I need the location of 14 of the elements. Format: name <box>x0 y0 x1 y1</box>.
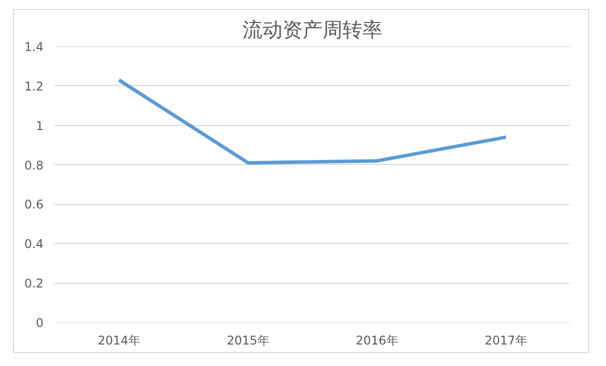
x-tick-label: 2015年 <box>226 334 270 348</box>
y-tick-label: 0.8 <box>24 158 44 172</box>
x-tick-label: 2016年 <box>356 334 398 348</box>
y-tick-label: 1.2 <box>24 79 44 94</box>
x-tick-label: 2017年 <box>484 334 528 348</box>
y-tick-label: 0 <box>36 316 44 330</box>
x-tick-label: 2014年 <box>98 334 140 348</box>
y-tick-label: 0.6 <box>24 198 44 212</box>
line-series <box>117 78 508 165</box>
chart-title: 流动资产周转率 <box>242 18 382 42</box>
y-tick-label: 0.4 <box>24 237 44 252</box>
y-tick-label: 1.4 <box>24 40 44 54</box>
y-tick-label: 1 <box>36 118 44 133</box>
y-tick-label: 0.2 <box>24 276 44 291</box>
